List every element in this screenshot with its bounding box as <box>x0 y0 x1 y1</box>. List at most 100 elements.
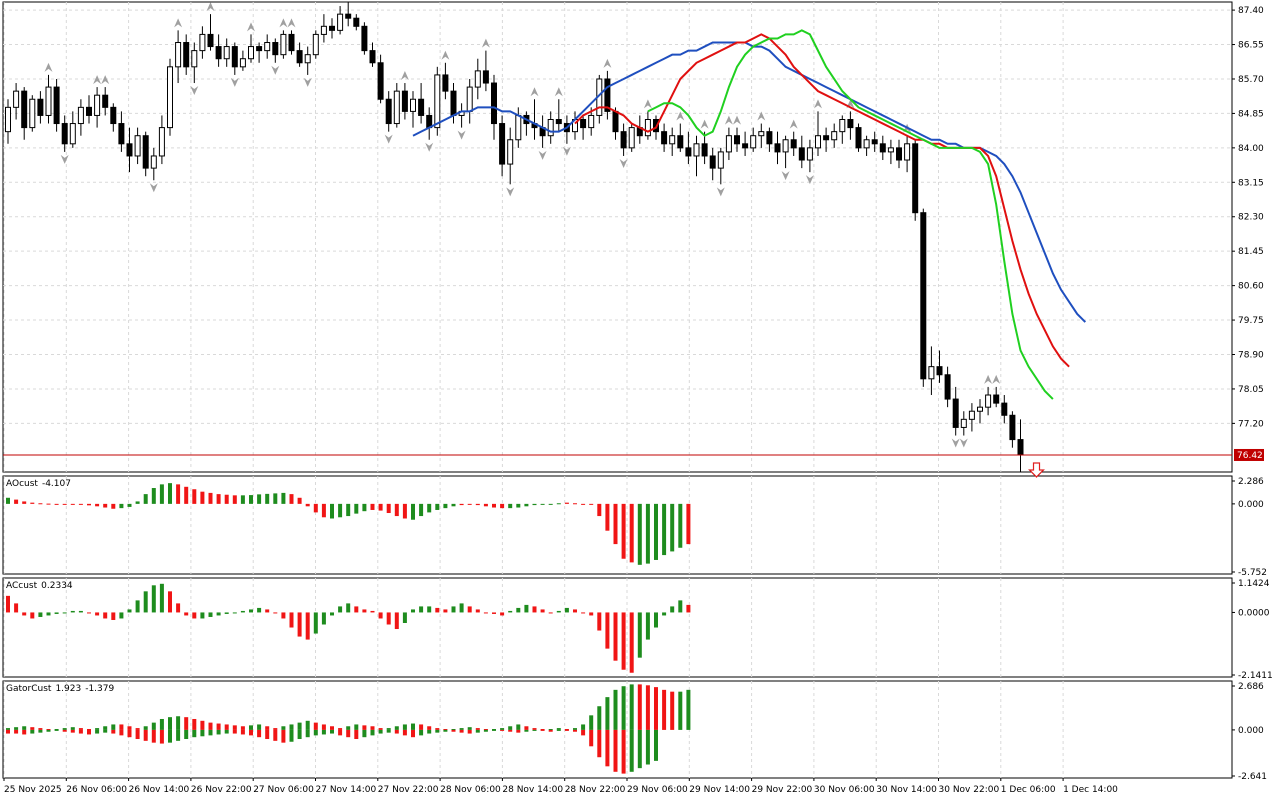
gator-upper-bar <box>70 727 75 730</box>
ac-histogram-bar <box>159 583 164 613</box>
ao-histogram-bar <box>265 493 270 504</box>
gator-upper-bar <box>200 720 205 730</box>
fractal-up-marker <box>643 99 652 109</box>
candle-body <box>871 139 878 145</box>
ac-histogram-bar <box>297 612 302 637</box>
ao-histogram-bar <box>427 503 432 513</box>
ac-histogram-bar <box>500 612 505 616</box>
gator-lower-bar <box>30 729 35 734</box>
ac-histogram-bar <box>686 604 691 613</box>
ao-histogram-bar <box>629 503 634 563</box>
time-axis-label: 26 Nov 22:00 <box>191 785 252 795</box>
ao-histogram-bar <box>200 491 205 504</box>
candle-body <box>385 98 392 125</box>
gator-upper-bar <box>321 724 326 730</box>
fractal-down-marker <box>425 142 434 152</box>
gator-upper-bar <box>265 726 270 730</box>
candle-body <box>264 42 271 52</box>
gator-upper-bar <box>662 689 667 730</box>
fractal-up-marker <box>279 18 288 28</box>
price-tick-label: 78.05 <box>1238 385 1264 395</box>
ac-histogram-bar <box>127 609 132 613</box>
time-axis-label: 27 Nov 14:00 <box>316 785 377 795</box>
ao-histogram-bar <box>159 484 164 504</box>
fractal-down-marker <box>538 150 547 160</box>
fractal-up-marker <box>206 2 215 12</box>
ac-histogram-bar <box>354 606 359 613</box>
candle-body <box>920 212 927 380</box>
fractal-up-marker <box>733 115 741 125</box>
gator-lower-bar <box>297 729 302 740</box>
gator-lower-bar <box>451 729 456 732</box>
candle-body <box>183 42 190 68</box>
candle-body <box>393 90 400 125</box>
ac-histogram-bar <box>394 612 399 630</box>
ao-histogram-bar <box>273 493 278 504</box>
gator-upper-bar <box>216 723 221 730</box>
fractal-down-marker <box>619 158 628 168</box>
time-axis-label: 29 Nov 06:00 <box>627 785 688 795</box>
candle-body <box>418 98 425 116</box>
candle-body <box>150 155 157 169</box>
candle-body <box>725 135 732 153</box>
ao-histogram-bar <box>686 503 691 545</box>
gator-upper-bar <box>305 720 310 730</box>
price-tick-label: 81.45 <box>1238 247 1264 257</box>
gator-upper-bar <box>159 718 164 730</box>
gator-upper-bar <box>184 717 189 730</box>
price-tick-label: 78.90 <box>1238 351 1264 361</box>
candle-body <box>1017 439 1024 456</box>
fractal-up-marker <box>93 75 102 85</box>
candle-body <box>94 94 101 116</box>
candle-body <box>887 147 894 153</box>
gator-upper-bar <box>176 716 181 730</box>
ao-histogram-bar <box>394 503 399 517</box>
ao-histogram-bar <box>500 503 505 509</box>
gator-lower-bar <box>370 729 375 736</box>
gator-upper-bar <box>362 725 367 730</box>
ac-histogram-bar <box>14 603 19 613</box>
gator-lower-bar <box>443 729 448 732</box>
gator-lower-bar <box>378 729 383 734</box>
gator-lower-bar <box>38 729 43 733</box>
ac-histogram-bar <box>46 612 51 616</box>
gator-lower-bar <box>54 729 59 731</box>
ac-histogram-bar <box>135 600 140 613</box>
gator-upper-bar <box>686 689 691 730</box>
fractal-up-marker <box>700 119 709 129</box>
ac-histogram-bar <box>119 612 124 619</box>
candle-body <box>29 98 36 129</box>
gator-lower-bar <box>483 729 488 732</box>
ao-histogram-bar <box>95 503 100 507</box>
bid-price-label-bg <box>1234 448 1264 461</box>
candle-body <box>61 123 68 145</box>
price-tick-label: 80.60 <box>1238 282 1264 292</box>
gator-upper-bar <box>654 687 658 730</box>
ao-histogram-bar <box>151 488 156 504</box>
gator-lower-bar <box>621 729 626 774</box>
gator-lower-bar <box>508 729 513 732</box>
ao-histogram-bar <box>556 503 561 505</box>
ac-histogram-bar <box>532 606 537 613</box>
candle-body <box>499 123 506 165</box>
gator-upper-bar <box>151 722 156 730</box>
gator-upper-bar <box>232 725 237 730</box>
gator-upper-bar <box>208 722 213 730</box>
gator-lower-bar <box>192 729 197 738</box>
ao-histogram-bar <box>249 495 253 504</box>
gator-upper-bar <box>548 728 553 730</box>
candle-body <box>280 33 287 56</box>
gator-lower-bar <box>111 729 116 734</box>
candle-body <box>86 106 92 116</box>
gator-lower-bar <box>492 729 496 731</box>
ac-histogram-bar <box>645 612 650 640</box>
candle-body <box>580 119 587 129</box>
gator-lower-bar <box>548 729 553 732</box>
ac-histogram-bar <box>451 606 456 613</box>
ao-histogram-bar <box>540 503 545 505</box>
gator-upper-bar <box>46 728 51 730</box>
ao-histogram-bar <box>654 503 658 560</box>
gator-lower-bar <box>151 729 156 743</box>
